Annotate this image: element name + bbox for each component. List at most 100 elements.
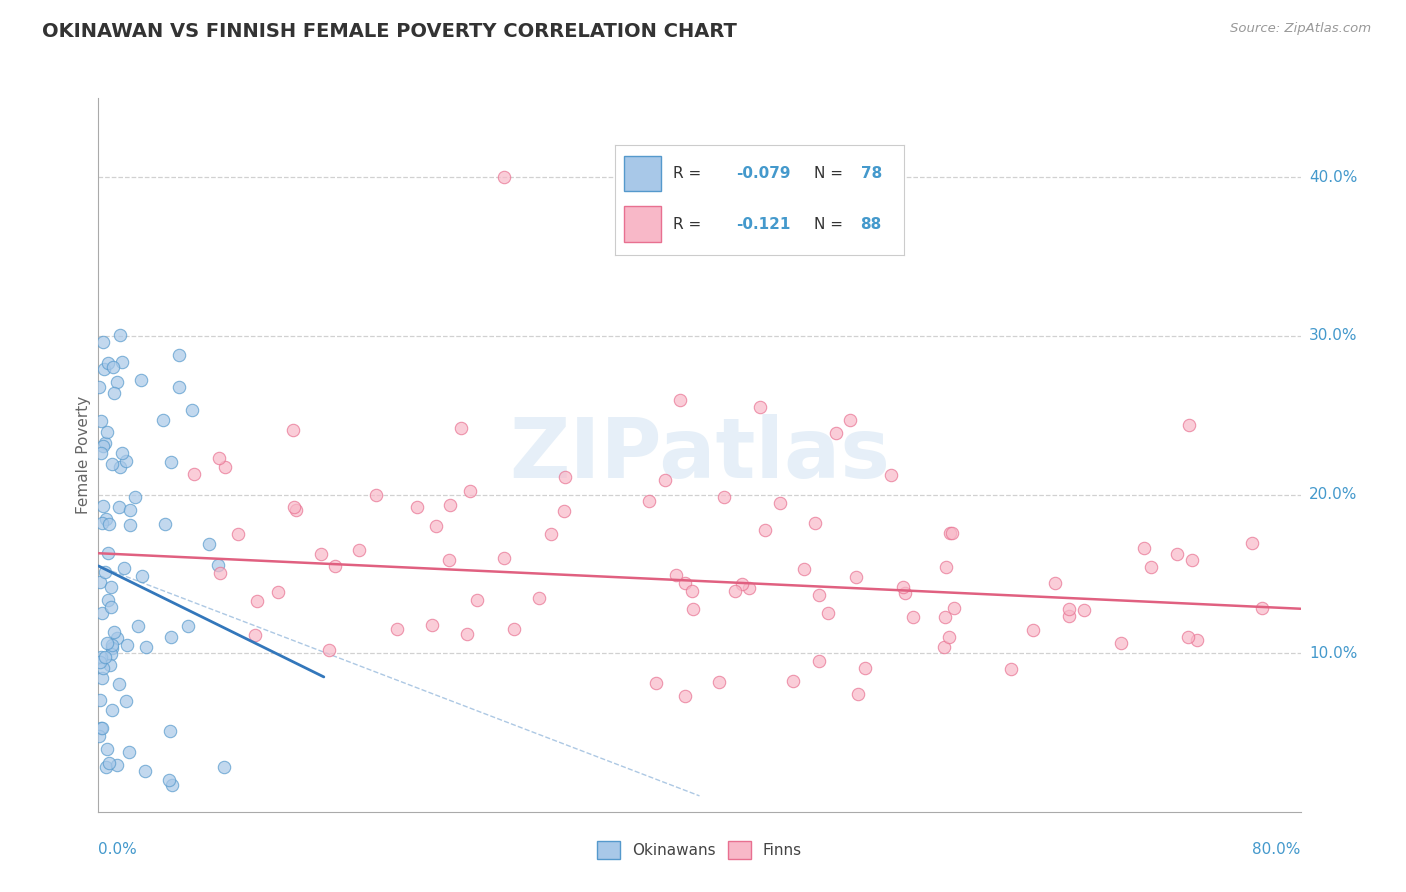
- Point: [1109, 636, 1132, 650]
- Point: [159, 455, 181, 469]
- Legend: Okinawans, Finns: Okinawans, Finns: [591, 835, 808, 864]
- Point: [98, 516, 121, 531]
- Point: [90, 414, 112, 428]
- Point: [90, 516, 112, 530]
- Point: [349, 542, 371, 557]
- Point: [89, 655, 111, 669]
- Point: [425, 519, 447, 533]
- Point: [115, 638, 138, 652]
- Point: [939, 525, 962, 540]
- Point: [89, 693, 111, 707]
- Point: [465, 593, 488, 607]
- Point: [458, 484, 481, 499]
- Point: [731, 577, 754, 591]
- Point: [101, 640, 124, 655]
- Text: 80.0%: 80.0%: [1253, 842, 1301, 857]
- Point: [155, 516, 177, 531]
- Point: [120, 517, 142, 532]
- Point: [96, 512, 118, 526]
- Text: 20.0%: 20.0%: [1309, 487, 1357, 502]
- Point: [1185, 632, 1208, 647]
- Point: [127, 619, 149, 633]
- Point: [91, 499, 114, 513]
- Point: [845, 570, 868, 584]
- Point: [207, 558, 229, 572]
- Point: [283, 423, 305, 437]
- Point: [101, 638, 124, 652]
- Point: [105, 375, 128, 389]
- Point: [325, 559, 347, 574]
- Point: [385, 622, 408, 636]
- Point: [124, 491, 146, 505]
- Point: [183, 467, 205, 482]
- Point: [1059, 609, 1081, 624]
- Point: [1181, 553, 1204, 567]
- Point: [769, 496, 792, 510]
- Point: [738, 581, 761, 595]
- Point: [782, 674, 804, 689]
- Point: [208, 450, 231, 465]
- Point: [724, 583, 747, 598]
- Point: [208, 566, 231, 580]
- Point: [1241, 536, 1264, 550]
- Point: [943, 601, 966, 615]
- Point: [101, 360, 124, 375]
- Point: [91, 661, 114, 675]
- Point: [90, 722, 112, 736]
- Point: [129, 373, 152, 387]
- Point: [243, 628, 266, 642]
- Point: [169, 348, 191, 362]
- Point: [167, 380, 190, 394]
- Point: [97, 546, 120, 560]
- Point: [94, 435, 117, 450]
- Point: [846, 687, 869, 701]
- Point: [554, 470, 576, 484]
- Point: [894, 586, 917, 600]
- Point: [115, 694, 138, 708]
- Point: [309, 547, 332, 561]
- Text: 40.0%: 40.0%: [1309, 169, 1357, 185]
- Point: [89, 379, 111, 393]
- Point: [494, 170, 516, 185]
- Point: [450, 421, 472, 435]
- Point: [105, 757, 128, 772]
- Point: [891, 580, 914, 594]
- Point: [420, 618, 443, 632]
- Point: [111, 355, 134, 369]
- Point: [118, 503, 141, 517]
- Point: [214, 460, 236, 475]
- Point: [1000, 662, 1022, 676]
- Point: [160, 778, 183, 792]
- Point: [91, 439, 114, 453]
- Point: [817, 606, 839, 620]
- Point: [159, 630, 181, 644]
- Point: [91, 334, 114, 349]
- Point: [98, 756, 121, 770]
- Point: [90, 606, 112, 620]
- Point: [93, 362, 115, 376]
- Point: [439, 498, 461, 512]
- Point: [118, 745, 141, 759]
- Point: [839, 413, 862, 427]
- Text: 10.0%: 10.0%: [1309, 646, 1357, 661]
- Point: [105, 632, 128, 646]
- Point: [157, 773, 180, 788]
- Point: [645, 676, 668, 690]
- Point: [108, 677, 131, 691]
- Point: [825, 425, 848, 440]
- Point: [285, 503, 308, 517]
- Point: [754, 523, 776, 537]
- Point: [713, 490, 735, 504]
- Text: ZIPatlas: ZIPatlas: [509, 415, 890, 495]
- Point: [98, 657, 121, 672]
- Point: [1057, 602, 1080, 616]
- Point: [853, 661, 876, 675]
- Point: [103, 624, 125, 639]
- Text: 0.0%: 0.0%: [98, 842, 138, 857]
- Text: Source: ZipAtlas.com: Source: ZipAtlas.com: [1230, 22, 1371, 36]
- Y-axis label: Female Poverty: Female Poverty: [76, 396, 91, 514]
- Point: [94, 566, 117, 580]
- Point: [1166, 547, 1188, 561]
- Point: [110, 327, 132, 342]
- Point: [673, 689, 696, 703]
